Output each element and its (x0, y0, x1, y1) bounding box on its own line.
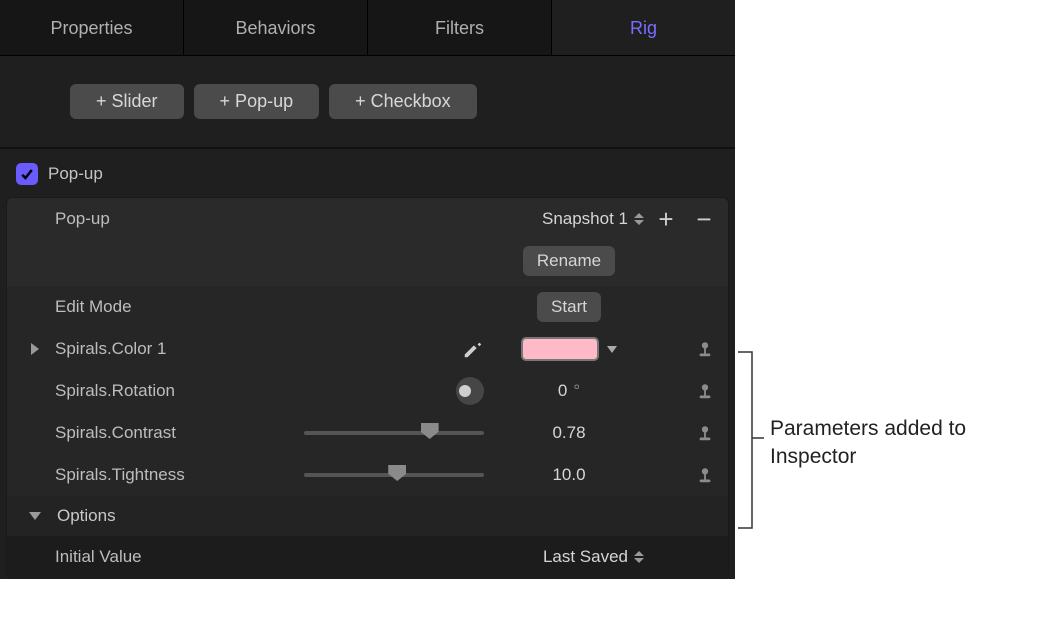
options-disclosure-icon[interactable] (29, 512, 41, 520)
contrast-slider[interactable] (304, 431, 484, 435)
add-checkbox-button[interactable]: + Checkbox (329, 84, 477, 119)
param-rotation-label: Spirals.Rotation (55, 381, 245, 401)
snapshot-stepper-icon[interactable] (634, 213, 644, 225)
initial-value-stepper-icon[interactable] (634, 551, 644, 563)
animation-menu-icon[interactable] (696, 424, 714, 442)
add-widget-row: + Slider + Pop-up + Checkbox (0, 56, 735, 149)
options-header-label: Options (57, 506, 116, 526)
initial-value-label: Initial Value (55, 547, 245, 567)
popup-row-label: Pop-up (55, 209, 245, 229)
color-swatch[interactable] (521, 337, 599, 361)
popup-section-title: Pop-up (48, 164, 103, 184)
popup-snapshot-value[interactable]: Snapshot 1 (542, 209, 628, 229)
initial-value-row: Initial Value Last Saved (7, 536, 728, 578)
rename-button[interactable]: Rename (523, 246, 615, 276)
remove-snapshot-button[interactable]: − (694, 206, 714, 232)
param-rotation-row: Spirals.Rotation 0 ° (7, 370, 728, 412)
popup-enable-checkbox[interactable] (16, 163, 38, 185)
inspector-panel: Properties Behaviors Filters Rig + Slide… (0, 0, 735, 579)
animation-menu-icon[interactable] (696, 340, 714, 358)
add-snapshot-button[interactable]: + (656, 206, 676, 232)
tab-bar: Properties Behaviors Filters Rig (0, 0, 735, 56)
param-color-label: Spirals.Color 1 (55, 339, 245, 359)
popup-section-header: Pop-up (0, 149, 735, 197)
contrast-value[interactable]: 0.78 (552, 423, 585, 443)
tab-rig[interactable]: Rig (552, 0, 735, 55)
rotation-unit: ° (573, 381, 580, 401)
popup-snapshot-row: Pop-up Snapshot 1 + − (7, 198, 728, 240)
param-color-row: Spirals.Color 1 (7, 328, 728, 370)
callout-annotation: Parameters added to Inspector (770, 415, 1044, 472)
popup-parameter-group: Pop-up Snapshot 1 + − Rename Edit Mode (6, 197, 729, 579)
tab-behaviors[interactable]: Behaviors (184, 0, 368, 55)
rotation-dial[interactable] (456, 377, 484, 405)
animation-menu-icon[interactable] (696, 466, 714, 484)
add-popup-button[interactable]: + Pop-up (194, 84, 320, 119)
rename-row: Rename (7, 240, 728, 286)
tab-filters[interactable]: Filters (368, 0, 552, 55)
animation-menu-icon[interactable] (696, 382, 714, 400)
param-tightness-row: Spirals.Tightness 10.0 (7, 454, 728, 496)
edit-mode-label: Edit Mode (55, 297, 245, 317)
callout-bracket (738, 350, 766, 530)
tightness-slider[interactable] (304, 473, 484, 477)
edit-mode-start-button[interactable]: Start (537, 292, 601, 322)
param-contrast-label: Spirals.Contrast (55, 423, 245, 443)
tightness-slider-knob[interactable] (388, 465, 406, 481)
contrast-slider-knob[interactable] (421, 423, 439, 439)
eyedropper-icon[interactable] (462, 338, 484, 360)
edit-mode-row: Edit Mode Start (7, 286, 728, 328)
color-disclosure-icon[interactable] (31, 343, 39, 355)
tab-properties[interactable]: Properties (0, 0, 184, 55)
param-contrast-row: Spirals.Contrast 0.78 (7, 412, 728, 454)
color-chevron-icon[interactable] (607, 346, 617, 353)
options-header[interactable]: Options (7, 496, 728, 536)
tightness-value[interactable]: 10.0 (552, 465, 585, 485)
initial-value-popup[interactable]: Last Saved (543, 547, 628, 567)
param-tightness-label: Spirals.Tightness (55, 465, 245, 485)
rotation-value[interactable]: 0 (558, 381, 567, 401)
add-slider-button[interactable]: + Slider (70, 84, 184, 119)
